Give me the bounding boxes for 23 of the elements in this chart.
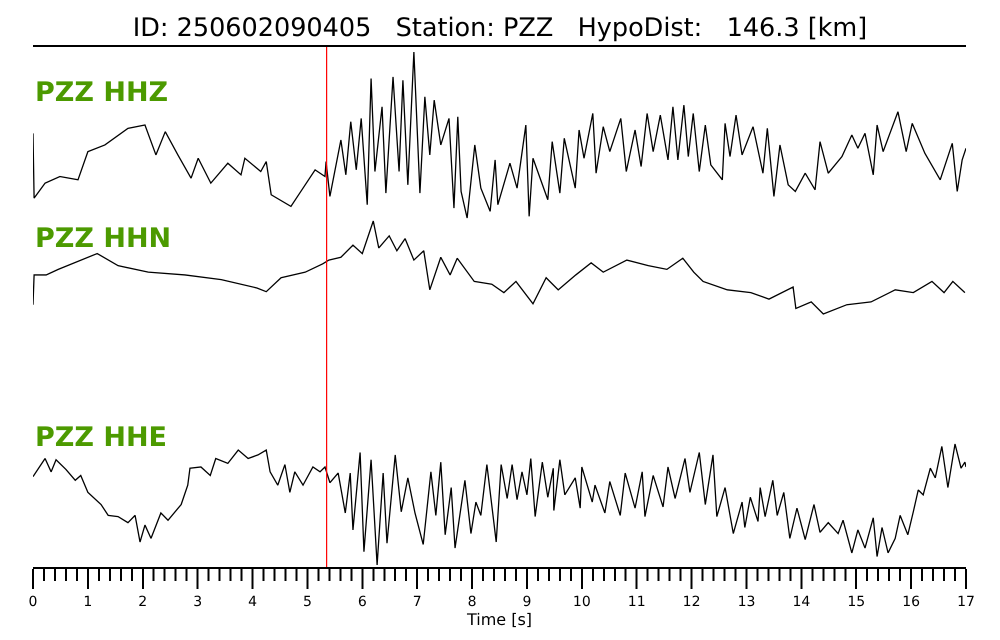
x-tick-label: 8: [468, 594, 477, 610]
x-tick-label: 2: [138, 594, 148, 610]
series-label: PZZ HHN: [35, 223, 172, 254]
x-tick-label: 11: [628, 594, 646, 610]
x-tick-label: 7: [412, 594, 422, 610]
x-tick-label: 6: [358, 594, 367, 610]
x-tick-label: 17: [957, 594, 975, 610]
x-tick-label: 0: [28, 594, 38, 610]
x-tick-label: 16: [902, 594, 920, 610]
chart-title: ID: 250602090405 Station: PZZ HypoDist: 146.3 [km]: [132, 12, 868, 43]
x-tick-label: 12: [682, 594, 701, 610]
x-tick-label: 10: [572, 594, 591, 610]
x-tick-label: 5: [302, 594, 312, 610]
x-axis-title: Time [s]: [466, 610, 532, 629]
series-label: PZZ HHZ: [35, 77, 168, 108]
series-label: PZZ HHE: [35, 422, 167, 453]
x-tick-label: 1: [83, 594, 92, 610]
x-tick-label: 4: [248, 594, 258, 610]
x-tick-label: 3: [193, 594, 202, 610]
x-tick-label: 14: [792, 594, 810, 610]
x-tick-label: 9: [522, 594, 532, 610]
x-tick-label: 15: [847, 594, 866, 610]
x-tick-label: 13: [738, 594, 756, 610]
